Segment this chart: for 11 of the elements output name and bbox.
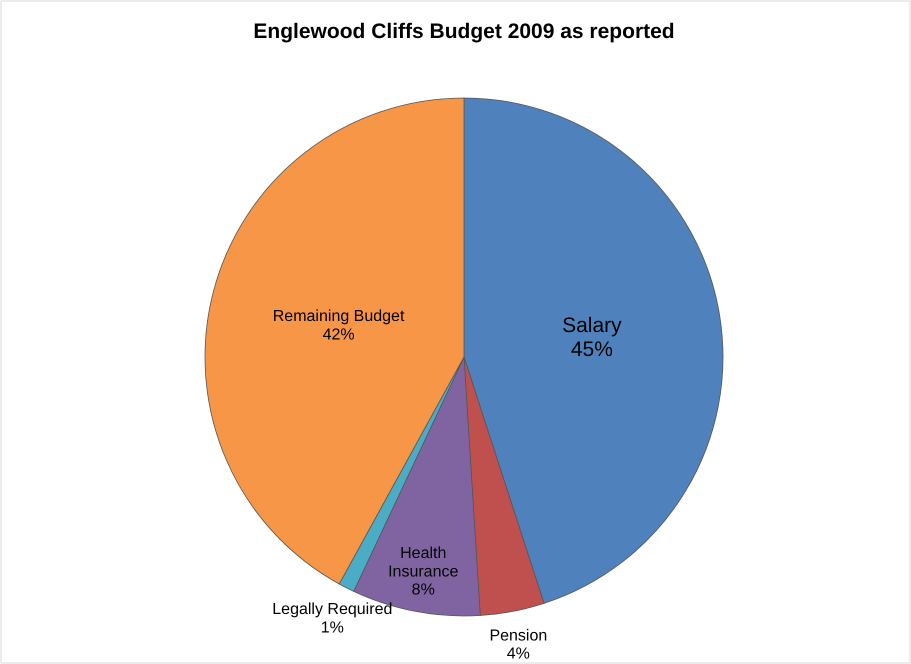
data-label: 4% <box>506 646 530 663</box>
data-label: 1% <box>320 619 344 636</box>
slice-label: Pension <box>489 627 548 644</box>
slice-label: Legally Required <box>272 600 392 618</box>
slice-label: Remaining Budget <box>272 308 405 326</box>
slice-label: Salary <box>562 314 622 338</box>
data-label: 45% <box>570 338 613 362</box>
data-label: 42% <box>322 326 355 344</box>
data-label: 8% <box>412 582 435 599</box>
chart-title: Englewood Cliffs Budget 2009 as reported <box>253 20 675 43</box>
slice-label: Health Insurance <box>388 544 458 580</box>
